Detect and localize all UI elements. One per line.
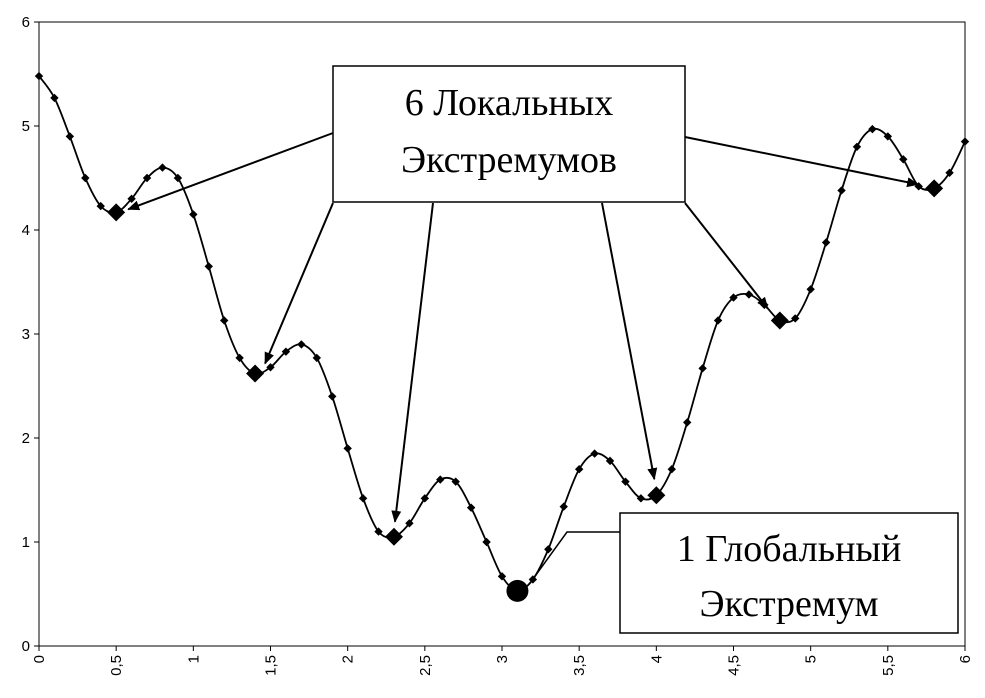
data-point	[590, 449, 599, 458]
data-point	[729, 293, 738, 302]
x-tick-label: 2,5	[417, 655, 434, 676]
y-tick-label: 4	[22, 222, 30, 239]
local-extremum-marker	[246, 364, 265, 383]
x-tick-label: 1	[185, 655, 202, 663]
data-point	[96, 201, 105, 211]
data-point	[189, 210, 198, 219]
data-point	[81, 173, 90, 183]
x-tick-label: 3,5	[571, 655, 588, 676]
data-point	[312, 353, 321, 363]
data-point	[436, 475, 445, 484]
local-callout-line1: 6 Локальных	[405, 82, 614, 124]
data-point	[497, 572, 507, 581]
local-extremum-arrow	[127, 132, 334, 211]
data-point	[713, 316, 723, 325]
callout-arrows	[127, 132, 920, 585]
x-tick-label: 2	[340, 655, 357, 663]
data-point	[945, 168, 954, 177]
local-extremum-marker	[384, 527, 403, 546]
local-callout-box	[332, 65, 686, 203]
data-point	[791, 314, 800, 323]
local-extremum-arrow	[601, 202, 658, 481]
y-tick-label: 6	[22, 14, 30, 31]
data-point	[343, 444, 352, 453]
data-point	[65, 132, 75, 141]
data-point	[698, 364, 707, 373]
data-point	[173, 173, 183, 183]
y-tick-label: 1	[22, 534, 30, 551]
local-extrema-callout: 6 Локальных Экстремумов	[332, 65, 686, 203]
data-point	[605, 456, 615, 466]
local-extremum-marker	[647, 486, 666, 505]
data-point	[34, 71, 44, 81]
data-point	[559, 502, 568, 511]
x-tick-label: 6	[957, 655, 974, 663]
x-tick-label: 1,5	[263, 655, 280, 676]
local-extremum-arrow	[684, 202, 769, 310]
local-extremum-marker	[770, 311, 789, 330]
data-point	[899, 155, 908, 164]
data-point	[266, 363, 275, 372]
data-point	[868, 124, 877, 134]
local-callout-line2: Экстремумов	[401, 139, 617, 181]
axes: 0 1 2 3 4 5 6 0 0,5 1 1,5 2 2,5 3 3,5 4 4,5 5 5,5 6	[22, 14, 974, 676]
y-tick-label: 0	[22, 638, 30, 655]
local-extremum-arrow	[684, 136, 920, 188]
data-point	[960, 137, 970, 146]
data-point	[744, 290, 754, 299]
data-point	[420, 494, 430, 503]
local-extremum-arrow	[391, 202, 434, 523]
local-extremum-arrow	[264, 202, 334, 365]
x-tick-label: 0,5	[108, 655, 125, 676]
global-extremum-marker	[506, 579, 529, 602]
data-point	[482, 537, 491, 547]
x-tick-label: 4,5	[726, 655, 743, 676]
global-callout-line2: Экстремум	[700, 583, 879, 625]
x-tick-label: 0	[31, 655, 48, 663]
global-callout-box	[619, 512, 959, 634]
data-point	[621, 477, 630, 486]
data-point	[142, 173, 152, 183]
data-point	[297, 340, 306, 349]
extrema-markers	[107, 179, 944, 602]
data-point	[574, 465, 584, 474]
local-extremum-marker	[107, 203, 126, 222]
y-tick-label: 5	[22, 118, 30, 135]
data-point	[451, 477, 460, 486]
data-point	[466, 503, 476, 512]
x-tick-label: 5	[803, 655, 820, 663]
data-point	[50, 93, 59, 103]
y-tick-label: 2	[22, 430, 30, 447]
data-point	[235, 353, 244, 363]
x-tick-label: 3	[494, 655, 511, 663]
data-point	[374, 527, 383, 536]
data-point	[158, 163, 167, 172]
global-callout-line1: 1 Глобальный	[677, 528, 902, 570]
data-point	[358, 494, 368, 503]
x-tick-label: 5,5	[880, 655, 897, 676]
data-point	[328, 392, 337, 401]
data-point	[636, 494, 646, 503]
global-extremum-arrow	[528, 531, 620, 585]
data-point	[852, 142, 862, 151]
data-point	[837, 186, 846, 195]
y-tick-label: 3	[22, 326, 30, 343]
data-point	[883, 132, 893, 141]
data-point	[544, 545, 553, 554]
data-point	[281, 347, 291, 356]
data-point	[220, 316, 229, 325]
data-point	[667, 465, 676, 474]
data-point	[405, 519, 414, 528]
data-point	[821, 238, 831, 247]
global-extremum-callout: 1 Глобальный Экстремум	[619, 512, 959, 634]
data-point	[806, 285, 815, 294]
data-point	[204, 262, 213, 271]
data-point	[683, 418, 692, 427]
local-extremum-marker	[925, 179, 944, 198]
x-tick-label: 4	[648, 655, 665, 663]
